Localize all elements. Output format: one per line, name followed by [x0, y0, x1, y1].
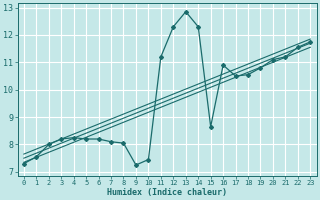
X-axis label: Humidex (Indice chaleur): Humidex (Indice chaleur)	[107, 188, 227, 197]
